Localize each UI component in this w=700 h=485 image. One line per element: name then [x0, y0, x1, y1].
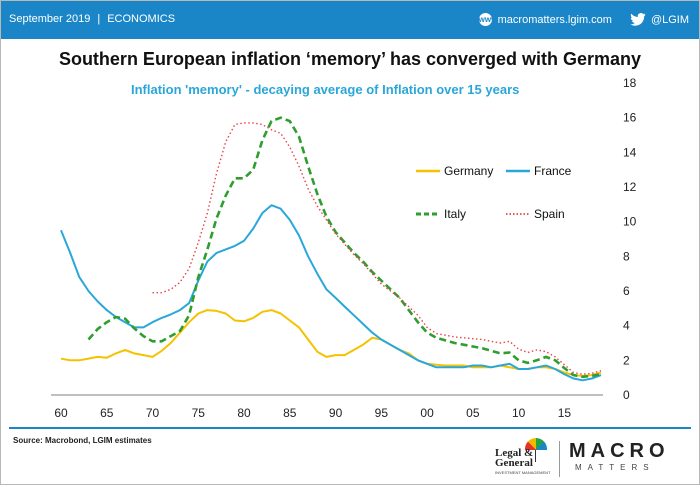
y-tick-label: 6 — [623, 284, 630, 298]
lg-name-line-2: General — [495, 457, 533, 469]
legend-label-germany: Germany — [444, 164, 493, 178]
legend-label-spain: Spain — [534, 207, 565, 221]
twitter-icon — [630, 13, 646, 26]
legend-label-france: France — [534, 164, 572, 178]
x-tick-label: 00 — [420, 406, 434, 420]
twitter-handle[interactable]: @LGIM — [650, 13, 689, 26]
series-line-italy — [87, 116, 602, 379]
x-tick-label: 80 — [237, 406, 251, 420]
line-chart: 60 65 70 75 80 85 90 95 00 05 10 15 0 2 4 6 8 10 12 14 16 18 G… — [51, 76, 637, 420]
header-left: September 2019 | ECONOMICS — [9, 13, 175, 25]
y-tick-label: 16 — [623, 111, 637, 125]
lg-name: Legal & General — [495, 447, 534, 469]
y-tick-label: 4 — [623, 319, 630, 333]
x-tick-label: 85 — [283, 406, 297, 420]
umbrella-handle — [535, 450, 536, 462]
header-right: www macromatters.lgim.com @LGIM — [478, 13, 689, 26]
header-date: September 2019 — [9, 13, 91, 25]
legal-general-logo: Legal & General INVESTMENT MANAGEMENT — [495, 438, 551, 478]
y-tick-label: 14 — [623, 145, 637, 159]
y-tick-label: 18 — [623, 76, 637, 90]
x-tick-label: 05 — [466, 406, 480, 420]
header-bar: September 2019 | ECONOMICS www macromatter… — [1, 1, 699, 39]
web-icon: www — [478, 13, 498, 26]
y-tick-label: 10 — [623, 215, 637, 229]
chart-subtitle: Inflation 'memory' - decaying average of… — [131, 82, 520, 97]
series-line-germany — [60, 309, 602, 377]
website-link[interactable]: macromatters.lgim.com — [497, 13, 612, 26]
x-tick-label: 60 — [54, 406, 68, 420]
y-tick-label: 0 — [623, 388, 630, 402]
lg-subtitle: INVESTMENT MANAGEMENT — [495, 470, 551, 475]
header-section: ECONOMICS — [107, 13, 176, 25]
y-tick-label: 12 — [623, 180, 637, 194]
umbrella-icon — [525, 438, 547, 450]
logo-separator — [559, 441, 560, 477]
lg-name-line-1: Legal & — [495, 447, 534, 459]
y-tick-label: 2 — [623, 353, 630, 367]
header-separator: | — [97, 13, 101, 25]
matters-logo: MATTERS — [575, 463, 655, 472]
x-tick-label: 10 — [512, 406, 526, 420]
x-tick-label: 95 — [375, 406, 389, 420]
series-line-france — [60, 204, 602, 382]
x-tick-label: 90 — [329, 406, 343, 420]
x-tick-label: 70 — [146, 406, 160, 420]
legend-label-italy: Italy — [444, 207, 466, 221]
chart-title: Southern European inflation ‘memory’ has… — [58, 49, 642, 69]
x-tick-label: 75 — [192, 406, 206, 420]
x-tick-label: 15 — [558, 406, 572, 420]
footer-divider — [9, 427, 691, 429]
macro-logo: MACRO — [569, 440, 670, 462]
source-note: Source: Macrobond, LGIM estimates — [13, 436, 152, 445]
x-tick-label: 65 — [100, 406, 114, 420]
y-tick-label: 8 — [623, 249, 630, 263]
